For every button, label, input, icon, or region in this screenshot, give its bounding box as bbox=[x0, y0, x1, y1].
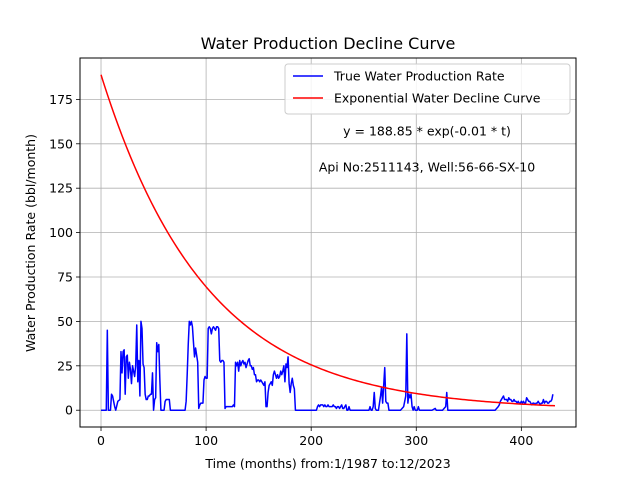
plot-frame bbox=[79, 57, 577, 428]
tick-layer: 0 100 200 300 400 0 25 50 75 100 125 150 175 bbox=[49, 92, 533, 448]
y-tick-label: 25 bbox=[57, 358, 73, 373]
x-tick-label: 100 bbox=[194, 433, 218, 448]
x-tick-label: 300 bbox=[404, 433, 428, 448]
y-tick-label: 50 bbox=[57, 314, 73, 329]
y-tick-label: 150 bbox=[49, 136, 73, 151]
y-axis-label: Water Production Rate (bbl/month) bbox=[23, 134, 38, 352]
legend-label-exp-curve: Exponential Water Decline Curve bbox=[334, 91, 541, 106]
y-tick-label: 100 bbox=[49, 225, 73, 240]
x-tick-label: 400 bbox=[509, 433, 533, 448]
legend-label-true-rate: True Water Production Rate bbox=[333, 69, 505, 84]
x-tick-label: 0 bbox=[97, 433, 105, 448]
y-tick-label: 75 bbox=[57, 270, 73, 285]
grid-layer bbox=[80, 58, 576, 427]
chart-title: Water Production Decline Curve bbox=[201, 34, 456, 53]
y-tick-label: 175 bbox=[49, 92, 73, 107]
series-line-true-water-production-rate bbox=[101, 320, 554, 411]
legend: True Water Production Rate Exponential W… bbox=[284, 63, 571, 115]
series-layer bbox=[100, 74, 556, 411]
well-annotation: Api No:2511143, Well:56-66-SX-10 bbox=[319, 160, 535, 175]
x-tick-label: 200 bbox=[299, 433, 323, 448]
legend-box bbox=[284, 63, 571, 115]
series-line-exponential-water-decline-curve bbox=[100, 74, 556, 407]
equation-annotation: y = 188.85 * exp(-0.01 * t) bbox=[343, 124, 511, 139]
x-axis-label: Time (months) from:1/1987 to:12/2023 bbox=[204, 456, 450, 471]
y-tick-label: 0 bbox=[65, 403, 73, 418]
y-tick-label: 125 bbox=[49, 181, 73, 196]
